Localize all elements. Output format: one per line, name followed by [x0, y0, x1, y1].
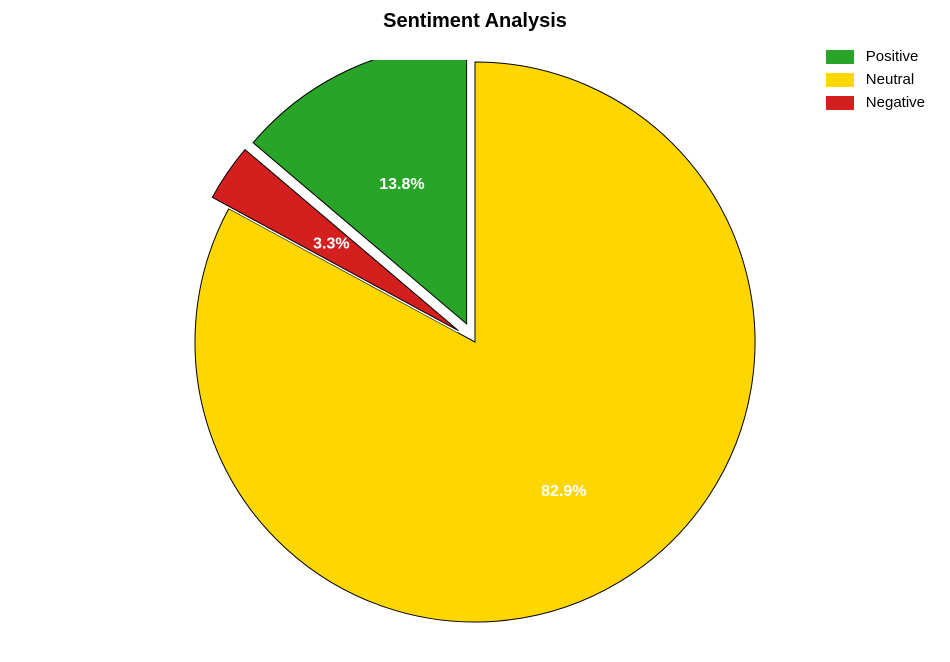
legend-label: Positive: [866, 48, 919, 65]
legend-item-neutral: Neutral: [826, 71, 925, 88]
legend-swatch-positive: [826, 50, 854, 64]
legend-label: Negative: [866, 94, 925, 111]
legend-label: Neutral: [866, 71, 914, 88]
pie-chart: 82.9% 3.3% 13.8%: [180, 60, 770, 625]
chart-title: Sentiment Analysis: [0, 10, 950, 33]
legend-swatch-negative: [826, 96, 854, 110]
legend-item-negative: Negative: [826, 94, 925, 111]
legend-item-positive: Positive: [826, 48, 925, 65]
slice-label-negative: 3.3%: [313, 236, 349, 253]
slice-label-neutral: 82.9%: [541, 483, 586, 500]
legend: Positive Neutral Negative: [826, 48, 925, 117]
legend-swatch-neutral: [826, 73, 854, 87]
slice-label-positive: 13.8%: [379, 176, 424, 193]
